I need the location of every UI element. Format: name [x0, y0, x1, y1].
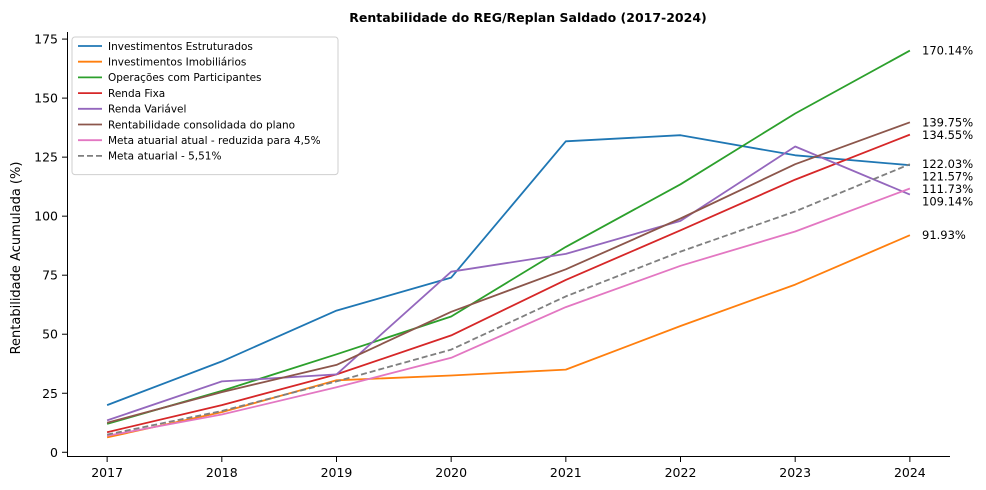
y-axis-ticks: 0 25 50 75 100 125 150 175 — [34, 32, 67, 460]
x-tick-label: 2023 — [779, 465, 811, 480]
series-line — [106, 145, 911, 422]
y-tick-label: 25 — [42, 386, 58, 401]
legend-frame — [71, 36, 339, 176]
x-tick-label: 2021 — [550, 465, 582, 480]
end-value-label: 139.75% — [922, 115, 973, 129]
end-value-label: 109.14% — [922, 195, 973, 209]
y-tick-label: 150 — [34, 91, 58, 106]
x-tick-label: 2018 — [206, 465, 238, 480]
series-line — [106, 49, 911, 425]
end-value-label: 111.73% — [922, 182, 973, 196]
legend-label: Operações com Participantes — [108, 72, 262, 84]
end-value-label: 122.03% — [922, 157, 973, 171]
end-value-label: 134.55% — [922, 128, 973, 142]
y-tick-label: 175 — [34, 32, 58, 47]
x-tick-label: 2020 — [435, 465, 467, 480]
series-line — [106, 134, 910, 406]
legend: Investimentos Estruturados Investimentos … — [71, 36, 339, 176]
legend-label: Renda Variável — [108, 104, 186, 116]
series-line — [106, 133, 911, 434]
x-axis-ticks: 2017 2018 2019 2020 2021 2022 2023 2024 — [91, 457, 926, 480]
end-value-label: 91.93% — [922, 228, 966, 242]
x-tick-label: 2024 — [894, 465, 926, 480]
series-line — [106, 234, 911, 439]
end-value-label: 121.57% — [922, 170, 973, 184]
y-tick-label: 0 — [50, 445, 58, 460]
legend-label: Investimentos Imobiliários — [108, 57, 246, 69]
legend-label: Meta atuarial - 5,51% — [108, 151, 221, 163]
y-tick-label: 75 — [42, 268, 58, 283]
y-tick-label: 100 — [34, 209, 58, 224]
end-value-labels: 170.14% 139.75%134.55% 122.03%121.57%111.7… — [922, 44, 973, 243]
y-axis-label: Rentabilidade Acumulada (%) — [9, 162, 24, 355]
legend-label: Investimentos Estruturados — [108, 41, 253, 53]
series-line — [106, 187, 911, 437]
legend-label: Rentabilidade consolidada do plano — [108, 119, 295, 131]
chart-title: Rentabilidade do REG/Replan Saldado (201… — [349, 10, 706, 25]
legend-label: Meta atuarial atual - reduzida para 4,5% — [108, 135, 321, 147]
x-tick-label: 2022 — [665, 465, 697, 480]
end-value-label: 170.14% — [922, 44, 973, 58]
series-line — [106, 121, 911, 424]
x-tick-label: 2017 — [91, 465, 123, 480]
series-lines — [106, 49, 911, 439]
x-tick-label: 2019 — [321, 465, 353, 480]
series-line — [106, 163, 911, 436]
y-tick-label: 125 — [34, 150, 58, 165]
legend-label: Renda Fixa — [108, 88, 165, 100]
y-tick-label: 50 — [42, 327, 58, 342]
